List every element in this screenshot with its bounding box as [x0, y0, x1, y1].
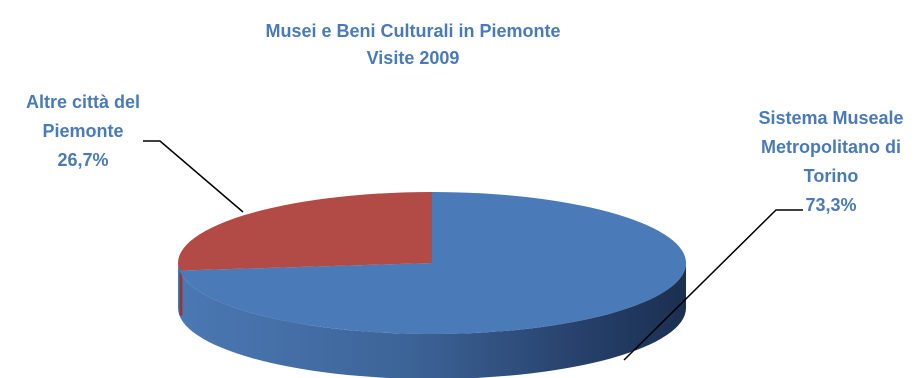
slice-side-altre-citta	[179, 270, 183, 316]
chart-title: Musei e Beni Culturali in Piemonte Visit…	[0, 18, 826, 72]
leader-lines	[143, 140, 803, 361]
leader-line-altre-citta	[143, 140, 244, 213]
slice-altre-citta	[177, 192, 432, 271]
chart-title-line-2: Visite 2009	[366, 48, 460, 68]
slice-label-line-1: Sistema Museale	[758, 108, 904, 128]
slice-label-line-2: Piemonte	[42, 121, 124, 141]
data-label-sistema-museale: Sistema Museale Metropolitano di Torino …	[742, 104, 920, 220]
slice-label-line-1: Altre città del	[25, 92, 141, 112]
chart-title-line-1: Musei e Beni Culturali in Piemonte	[265, 21, 561, 41]
slice-label-line-2: Metropolitano di	[761, 137, 901, 157]
slice-percent: 26,7%	[57, 150, 109, 170]
slice-label-line-3: Torino	[803, 166, 859, 186]
slice-percent: 73,3%	[805, 195, 857, 215]
slice-side-sistema-museale	[178, 263, 686, 378]
data-label-altre-citta: Altre città del Piemonte 26,7%	[0, 88, 166, 175]
leader-line-sistema-museale	[623, 209, 803, 361]
pie-slices	[177, 192, 686, 378]
slice-sistema-museale	[179, 192, 686, 334]
